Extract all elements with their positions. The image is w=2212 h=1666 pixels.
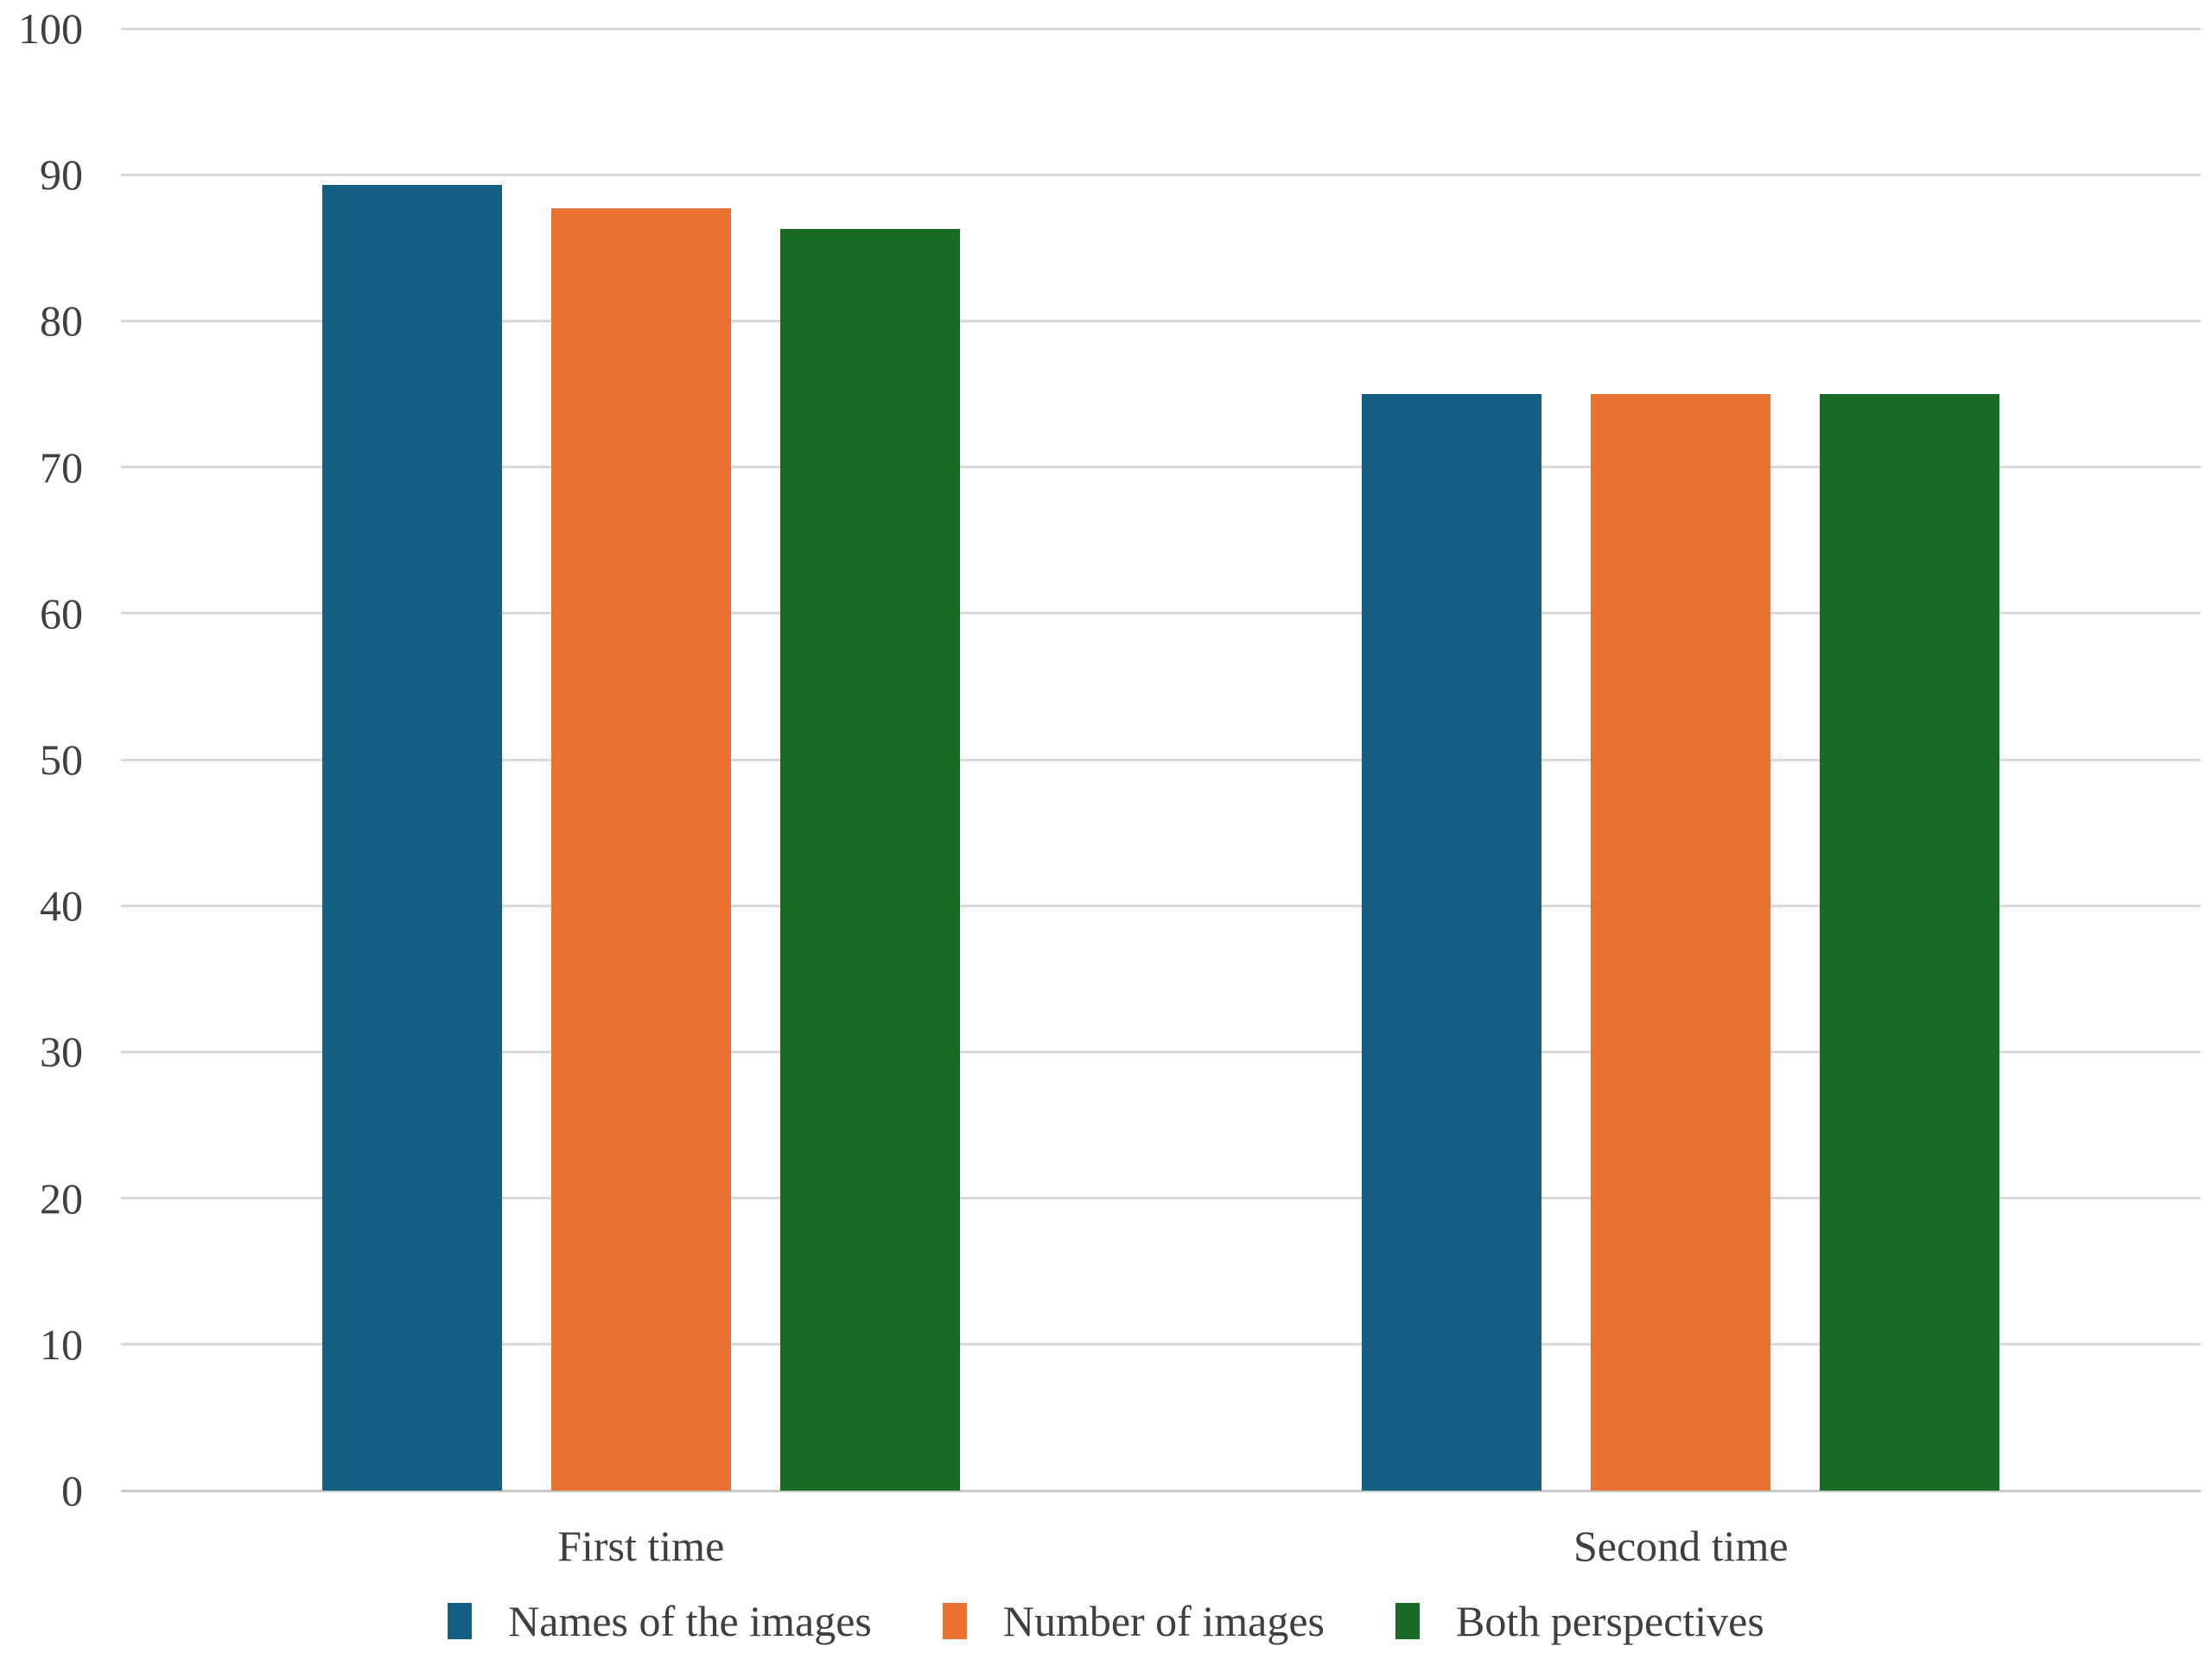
gridline: [121, 1197, 2201, 1200]
gridline: [121, 1050, 2201, 1053]
bar-both-perspectives: [779, 228, 960, 1491]
bar-both-perspectives: [1820, 394, 2000, 1491]
legend-label: Names of the images: [508, 1597, 872, 1645]
y-tick-label: 80: [40, 296, 83, 346]
bar-number-of-images: [550, 208, 731, 1491]
bar-names-of-the-images: [321, 185, 502, 1491]
bar-groups: [121, 29, 2201, 1491]
gridline: [121, 758, 2201, 761]
y-tick-label: 90: [40, 150, 83, 200]
legend: Names of the images Number of images Both …: [0, 1590, 2212, 1652]
gridline: [121, 27, 2201, 30]
x-axis-category-labels: First time Second time: [121, 1507, 2201, 1585]
y-tick-label: 40: [40, 881, 83, 931]
bar-group-second-time: [1161, 29, 2202, 1491]
gridline: [121, 173, 2201, 176]
y-tick-label: 20: [40, 1173, 83, 1223]
legend-label: Both perspectives: [1455, 1597, 1764, 1645]
category-label: Second time: [1573, 1522, 1789, 1570]
gridline: [121, 466, 2201, 469]
legend-marker-icon: [1395, 1603, 1420, 1639]
legend-label: Number of images: [1002, 1597, 1325, 1645]
y-tick-label: 70: [40, 442, 83, 492]
legend-item: Number of images: [942, 1597, 1325, 1645]
category-label: First time: [557, 1522, 725, 1570]
legend-marker-icon: [942, 1603, 967, 1639]
y-tick-label: 0: [61, 1466, 83, 1515]
y-axis-labels: 0 10 20 30 40 50 60 70 80 90 100: [0, 7, 83, 1512]
legend-item: Names of the images: [448, 1599, 872, 1643]
y-tick-label: 50: [40, 735, 83, 784]
plot-area: [121, 27, 2201, 1492]
y-tick-label: 100: [18, 4, 83, 53]
gridline: [121, 1343, 2201, 1346]
y-tick-label: 10: [40, 1319, 83, 1369]
bar-group-first-time: [121, 29, 1161, 1491]
legend-item: Both perspectives: [1395, 1599, 1764, 1643]
y-tick-label: 60: [40, 588, 83, 638]
bar-names-of-the-images: [1362, 394, 1542, 1491]
y-tick-label: 30: [40, 1027, 83, 1077]
gridline: [121, 612, 2201, 615]
bar-number-of-images: [1591, 394, 1771, 1491]
gridline: [121, 904, 2201, 907]
gridline: [121, 319, 2201, 322]
x-axis-line: [121, 1489, 2201, 1492]
legend-marker-icon: [448, 1603, 473, 1639]
